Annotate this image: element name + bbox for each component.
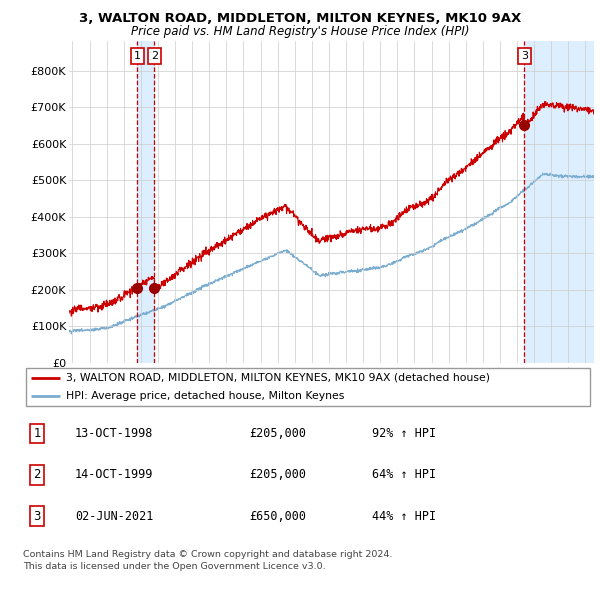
Text: Price paid vs. HM Land Registry's House Price Index (HPI): Price paid vs. HM Land Registry's House … [131,25,469,38]
Text: 64% ↑ HPI: 64% ↑ HPI [372,468,436,481]
Text: £650,000: £650,000 [249,510,306,523]
FancyBboxPatch shape [26,368,590,406]
Text: 2: 2 [151,51,158,61]
Text: 3, WALTON ROAD, MIDDLETON, MILTON KEYNES, MK10 9AX: 3, WALTON ROAD, MIDDLETON, MILTON KEYNES… [79,12,521,25]
Text: 14-OCT-1999: 14-OCT-1999 [75,468,154,481]
Text: 1: 1 [34,427,41,440]
Text: 3: 3 [34,510,41,523]
Bar [137,41,154,363]
Text: 13-OCT-1998: 13-OCT-1998 [75,427,154,440]
Text: Contains HM Land Registry data © Crown copyright and database right 2024.: Contains HM Land Registry data © Crown c… [23,550,392,559]
Text: 02-JUN-2021: 02-JUN-2021 [75,510,154,523]
Text: 2: 2 [34,468,41,481]
Text: 92% ↑ HPI: 92% ↑ HPI [372,427,436,440]
Text: £205,000: £205,000 [249,427,306,440]
Bar [524,41,594,363]
Text: 44% ↑ HPI: 44% ↑ HPI [372,510,436,523]
Text: HPI: Average price, detached house, Milton Keynes: HPI: Average price, detached house, Milt… [65,391,344,401]
Text: 3, WALTON ROAD, MIDDLETON, MILTON KEYNES, MK10 9AX (detached house): 3, WALTON ROAD, MIDDLETON, MILTON KEYNES… [65,373,490,383]
Text: £205,000: £205,000 [249,468,306,481]
Text: 3: 3 [521,51,528,61]
Text: This data is licensed under the Open Government Licence v3.0.: This data is licensed under the Open Gov… [23,562,325,571]
Text: 1: 1 [134,51,141,61]
